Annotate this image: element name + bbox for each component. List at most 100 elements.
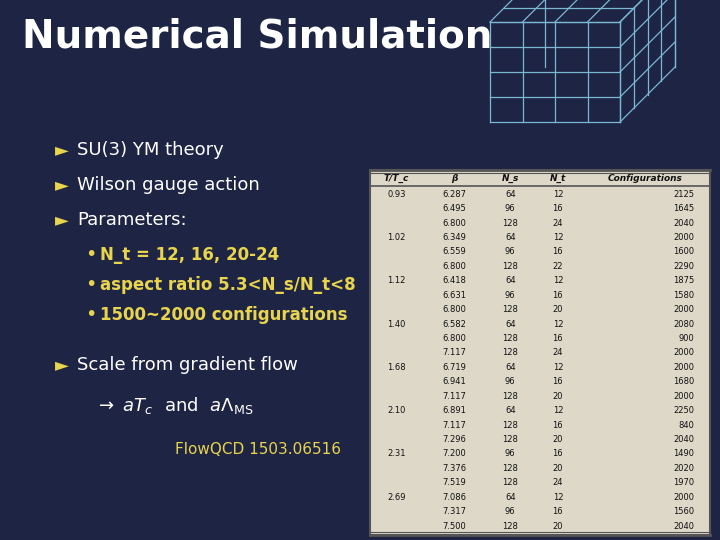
Text: 64: 64 [505, 492, 516, 502]
Text: 12: 12 [553, 276, 563, 285]
Text: 7.200: 7.200 [442, 449, 466, 458]
Text: 2040: 2040 [673, 522, 695, 531]
Text: 6.418: 6.418 [442, 276, 466, 285]
Text: 2290: 2290 [673, 262, 695, 271]
Text: 1.40: 1.40 [387, 320, 405, 328]
Text: 128: 128 [503, 219, 518, 227]
Text: 2000: 2000 [673, 363, 695, 372]
Text: 64: 64 [505, 406, 516, 415]
Text: 24: 24 [553, 219, 563, 227]
Text: 6.559: 6.559 [442, 247, 466, 256]
Text: 20: 20 [553, 305, 563, 314]
Text: T/T_c: T/T_c [384, 174, 409, 183]
Text: 2000: 2000 [673, 392, 695, 401]
Text: 7.519: 7.519 [442, 478, 466, 487]
Text: 96: 96 [505, 507, 516, 516]
Text: 1.12: 1.12 [387, 276, 405, 285]
Text: 6.287: 6.287 [442, 190, 466, 199]
Text: 2125: 2125 [673, 190, 695, 199]
Text: ►: ► [55, 141, 69, 159]
Text: 1600: 1600 [673, 247, 695, 256]
Text: 20: 20 [553, 522, 563, 531]
Text: 2040: 2040 [673, 435, 695, 444]
Text: 64: 64 [505, 276, 516, 285]
Text: 1.02: 1.02 [387, 233, 405, 242]
Text: 2000: 2000 [673, 348, 695, 357]
Text: 1490: 1490 [673, 449, 695, 458]
Text: 840: 840 [679, 421, 695, 429]
Text: 16: 16 [552, 204, 563, 213]
Text: 16: 16 [552, 291, 563, 300]
Text: 128: 128 [503, 435, 518, 444]
Text: 2080: 2080 [673, 320, 695, 328]
Text: 900: 900 [679, 334, 695, 343]
Text: 128: 128 [503, 421, 518, 429]
Text: Scale from gradient flow: Scale from gradient flow [77, 356, 298, 374]
Text: 6.891: 6.891 [442, 406, 466, 415]
Text: 12: 12 [553, 406, 563, 415]
Text: 12: 12 [553, 233, 563, 242]
Text: 128: 128 [503, 392, 518, 401]
Text: 2040: 2040 [673, 219, 695, 227]
Text: 6.631: 6.631 [442, 291, 466, 300]
Text: 1680: 1680 [673, 377, 695, 386]
Text: ►: ► [55, 211, 69, 229]
Text: 16: 16 [552, 449, 563, 458]
Text: 2.10: 2.10 [387, 406, 405, 415]
Text: 2.31: 2.31 [387, 449, 405, 458]
Text: 12: 12 [553, 190, 563, 199]
Text: N_t = 12, 16, 20-24: N_t = 12, 16, 20-24 [100, 246, 279, 264]
Text: 7.117: 7.117 [442, 421, 466, 429]
Text: β: β [451, 174, 457, 183]
Text: 7.086: 7.086 [442, 492, 466, 502]
Text: 16: 16 [552, 247, 563, 256]
Text: 128: 128 [503, 478, 518, 487]
Text: Wilson gauge action: Wilson gauge action [77, 176, 260, 194]
Text: 20: 20 [553, 464, 563, 473]
Text: 96: 96 [505, 377, 516, 386]
Text: Configurations: Configurations [608, 174, 683, 183]
Text: 1875: 1875 [673, 276, 695, 285]
Text: 1500~2000 configurations: 1500~2000 configurations [100, 306, 348, 324]
Text: 64: 64 [505, 233, 516, 242]
Text: 16: 16 [552, 377, 563, 386]
Text: 24: 24 [553, 478, 563, 487]
Text: 2000: 2000 [673, 492, 695, 502]
Text: 2250: 2250 [673, 406, 695, 415]
Text: •: • [85, 306, 96, 325]
Text: 7.117: 7.117 [442, 392, 466, 401]
Text: 6.800: 6.800 [442, 334, 466, 343]
Text: 128: 128 [503, 348, 518, 357]
Text: 6.349: 6.349 [442, 233, 466, 242]
Text: 128: 128 [503, 522, 518, 531]
Text: 24: 24 [553, 348, 563, 357]
Text: 6.719: 6.719 [442, 363, 466, 372]
Text: 128: 128 [503, 262, 518, 271]
Bar [370, 170, 710, 535]
Text: 96: 96 [505, 291, 516, 300]
Text: 1.68: 1.68 [387, 363, 405, 372]
Text: SU(3) YM theory: SU(3) YM theory [77, 141, 224, 159]
Text: 1560: 1560 [673, 507, 695, 516]
Text: 128: 128 [503, 305, 518, 314]
Text: •: • [85, 275, 96, 294]
Text: 16: 16 [552, 507, 563, 516]
Text: 6.495: 6.495 [442, 204, 466, 213]
Text: 20: 20 [553, 435, 563, 444]
Text: ►: ► [55, 356, 69, 374]
Text: 64: 64 [505, 363, 516, 372]
Text: Numerical Simulation: Numerical Simulation [22, 18, 492, 56]
Text: 7.117: 7.117 [442, 348, 466, 357]
Text: 12: 12 [553, 320, 563, 328]
Text: 6.800: 6.800 [442, 262, 466, 271]
Text: 22: 22 [553, 262, 563, 271]
Text: 6.582: 6.582 [442, 320, 466, 328]
Text: 7.500: 7.500 [442, 522, 466, 531]
Text: 7.376: 7.376 [442, 464, 467, 473]
Text: 96: 96 [505, 247, 516, 256]
Text: 0.93: 0.93 [387, 190, 405, 199]
Text: 2000: 2000 [673, 233, 695, 242]
Text: aspect ratio 5.3<N_s/N_t<8: aspect ratio 5.3<N_s/N_t<8 [100, 276, 356, 294]
Text: 2.69: 2.69 [387, 492, 405, 502]
Text: 16: 16 [552, 334, 563, 343]
